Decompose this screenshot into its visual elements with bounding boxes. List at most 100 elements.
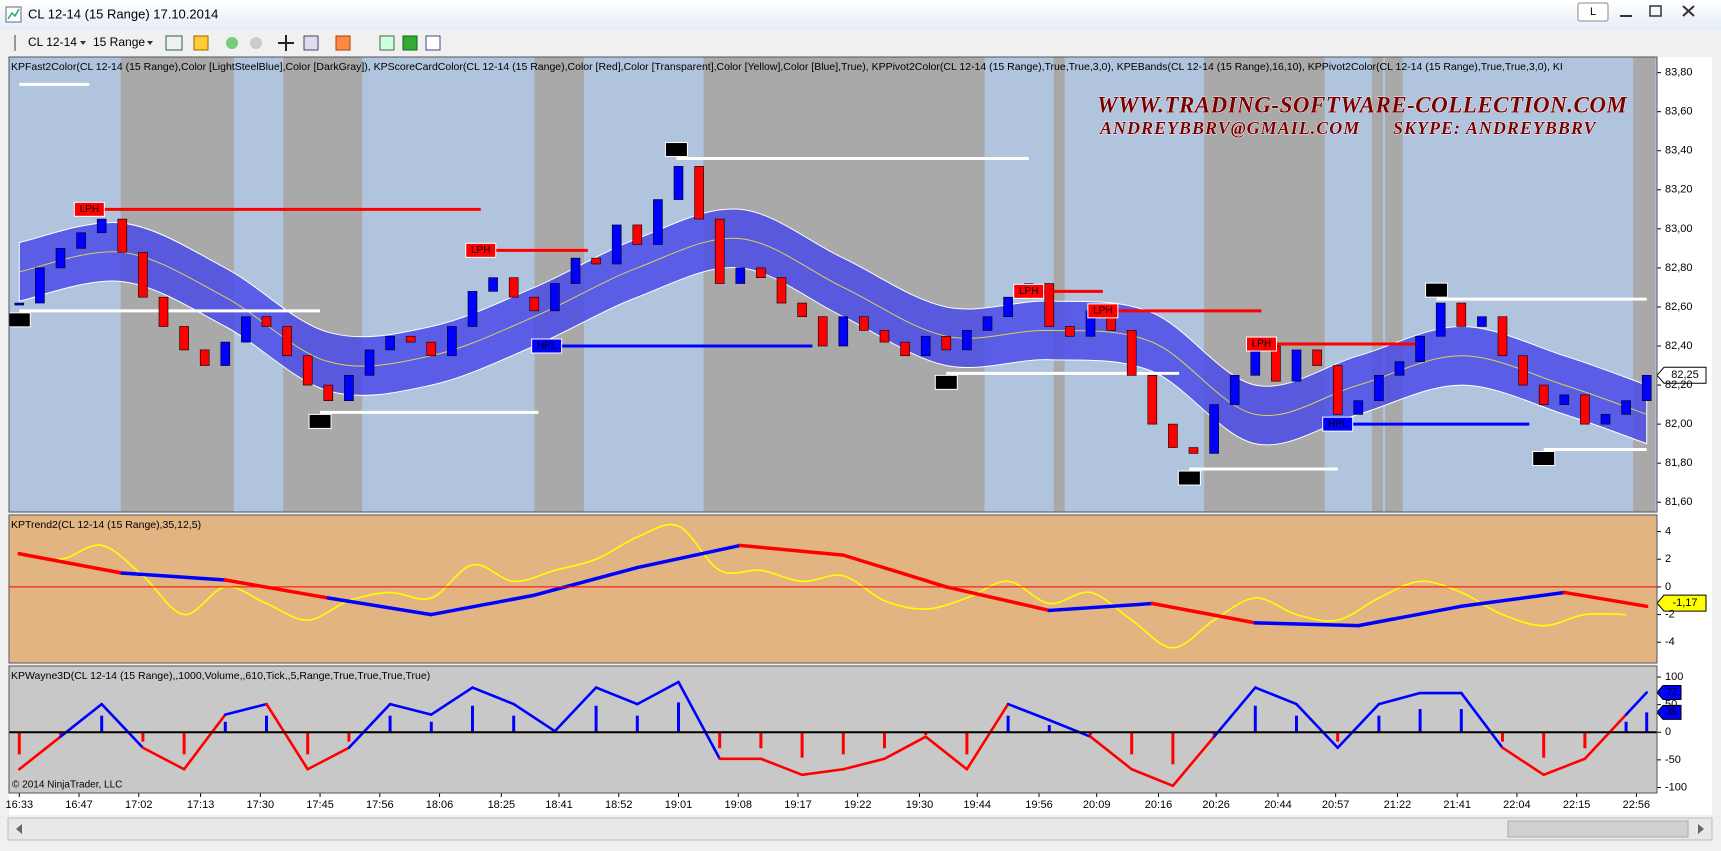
candle [117,218,128,253]
candle [735,267,746,284]
wave-segment [59,702,103,738]
x-tick-label: 18:52 [605,799,633,811]
candle [1518,355,1528,386]
candle [35,267,45,304]
volume-bar [1459,709,1463,733]
x-tick-label: 20:16 [1145,799,1173,811]
pivot-label: PH [1430,285,1444,296]
wave-segment [471,686,516,706]
dropdown-arrow[interactable] [80,41,86,45]
wave-segment [677,680,722,761]
scrollbar-thumb[interactable] [1507,820,1689,838]
wave-segment [1583,713,1628,761]
x-tick-label: 19:01 [665,799,693,811]
volume-bar [100,715,104,733]
candle [982,316,993,331]
order-icon[interactable] [402,35,418,51]
title-bar [0,0,1721,30]
strategy-icon[interactable] [250,37,262,49]
y-tick-label: -100 [1665,781,1687,793]
candle [1312,349,1322,366]
candle [179,326,189,351]
wave-segment [1460,691,1504,750]
dropdown-arrow[interactable] [147,41,153,45]
x-tick-label: 20:57 [1322,799,1350,811]
wave-segment [759,757,804,777]
wave-segment [1624,691,1648,716]
crosshair-icon[interactable] [278,35,294,51]
x-tick-label: 20:44 [1264,799,1292,811]
indicator-icon[interactable] [226,37,238,49]
link-button-label[interactable]: L [1590,6,1596,18]
x-tick-label: 19:17 [784,799,812,811]
panel-title: KPWayne3D(CL 12-14 (15 Range),,1000,Volu… [11,670,430,682]
volume-bar [841,732,845,755]
wave-segment [347,702,392,750]
volume-bar [759,732,763,749]
wave-segment [841,757,886,771]
close-button[interactable] [1682,5,1695,17]
candle [879,330,890,343]
scrollbar[interactable] [7,817,1713,841]
candle [1147,375,1158,425]
x-tick-label: 19:08 [724,799,752,811]
volume-bar [59,732,62,736]
watermark: WWW.TRADING-SOFTWARE-COLLECTION.COM [1097,92,1628,117]
zoom-icon[interactable] [303,35,319,51]
y-tick-label: 83,80 [1665,67,1693,79]
candle [1621,400,1631,415]
candle [76,232,86,249]
candle [282,326,292,357]
volume-bar [1212,732,1216,736]
candle [344,375,354,401]
candle [488,277,498,292]
template-icon[interactable] [379,35,395,51]
volume-bar [924,732,928,736]
y-tick-label: 82,20 [1665,379,1693,391]
trend-segment [1047,601,1155,613]
volume-bar [265,715,268,733]
panel-title: KPTrend2(CL 12-14 (15 Range),35,12,5) [11,519,201,531]
bar-type-icon[interactable] [165,35,183,51]
period-selector[interactable]: 15 Range [93,35,145,49]
panel-border [8,665,1658,794]
wave-segment [1377,691,1422,706]
properties-icon[interactable] [335,35,351,51]
wave-segment [594,686,639,706]
volume-bar [1336,732,1340,742]
volume-bar [1624,721,1628,733]
draw-icon[interactable] [193,35,209,51]
candle [508,277,519,298]
candle [1044,283,1055,327]
volume-bar [677,702,680,733]
data-box-icon[interactable] [425,35,441,51]
volume-bar [1295,715,1298,733]
wave-segment [1089,735,1133,771]
instrument-selector[interactable]: CL 12-14 [28,35,77,49]
window-title: CL 12-14 (15 Range) 17.10.2014 [28,6,218,21]
panel-title: KPFast2Color(CL 12-14 (15 Range),Color [… [11,61,1563,73]
wave-segment [141,746,186,771]
volume-bar [1501,732,1504,742]
trend-segment [1253,621,1361,628]
x-tick-label: 22:15 [1563,799,1591,811]
pivot-label-box [1177,470,1201,486]
y-tick-label: 82,60 [1665,301,1693,313]
wave-segment [265,702,310,771]
volume-bar [1253,705,1257,733]
trend-segment [532,565,640,597]
wave-segment [924,735,969,771]
link-button[interactable] [1577,2,1609,22]
candle [1188,447,1199,454]
candle [323,384,334,401]
maximize-button[interactable] [1649,5,1662,17]
candle [1332,365,1343,415]
wave-segment [100,702,145,750]
trend-segment [1150,601,1258,625]
toolbar-icons[interactable] [165,35,441,51]
pivot-label: PL [13,315,26,326]
wave-segment [17,735,62,771]
pivot-label-box [308,413,332,429]
y-tick-label: -2 [1665,608,1675,620]
candle [1641,375,1652,401]
